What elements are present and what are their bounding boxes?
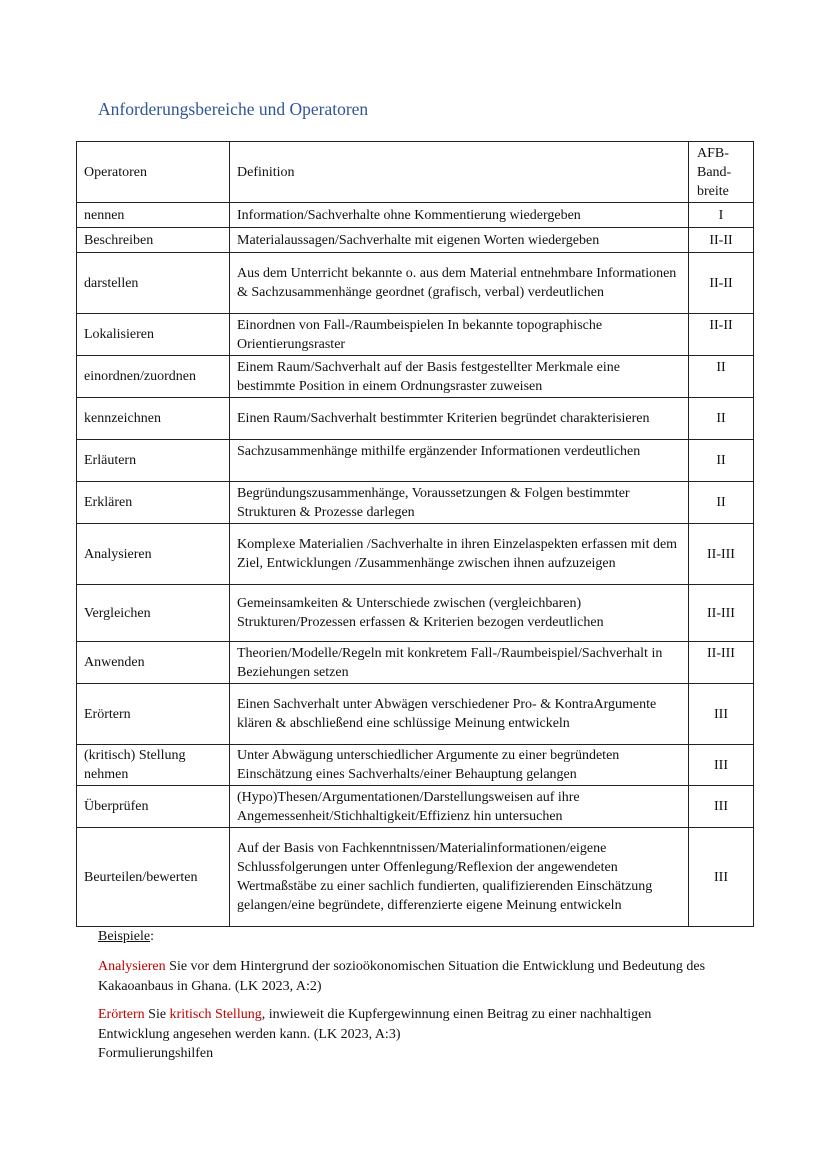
operator-cell: darstellen <box>76 252 230 314</box>
examples-heading-colon: : <box>150 929 154 944</box>
table-row: darstellen Aus dem Unterricht bekannte o.… <box>76 252 754 314</box>
definition-cell: Komplexe Materialien /Sachverhalte in ih… <box>229 523 689 585</box>
operator-cell: Vergleichen <box>76 584 230 642</box>
operator-cell: Analysieren <box>76 523 230 585</box>
definition-cell: Einen Raum/Sachverhalt bestimmter Kriter… <box>229 397 689 440</box>
afb-cell: II-II <box>688 252 754 314</box>
example-2-operator2: kritisch Stellung <box>169 1007 262 1022</box>
header-afb: AFB- Band-breite <box>688 141 754 203</box>
table-row: Beurteilen/bewerten Auf der Basis von Fac… <box>76 827 754 927</box>
operator-cell: nennen <box>76 202 230 228</box>
example-1-text: Sie vor dem Hintergrund der sozioökonomi… <box>98 959 706 994</box>
table-row: nennen Information/Sachverhalte ohne Komm… <box>76 202 754 228</box>
afb-cell: III <box>688 744 754 786</box>
operator-cell: kennzeichnen <box>76 397 230 440</box>
operator-cell: Beurteilen/bewerten <box>76 827 230 927</box>
operator-cell: Beschreiben <box>76 227 230 253</box>
table-row: Erklären Begründungszusammenhänge, Voraus… <box>76 481 754 524</box>
definition-cell: Sachzusammenhänge mithilfe ergänzender I… <box>229 439 689 482</box>
afb-cell: III <box>688 683 754 745</box>
afb-cell: III <box>688 785 754 828</box>
afb-cell: II-III <box>688 523 754 585</box>
afb-cell: II-III <box>688 641 754 684</box>
definition-cell: (Hypo)Thesen/Argumentationen/Darstellung… <box>229 785 689 828</box>
examples-heading-text: Beispiele <box>98 929 151 944</box>
definition-cell: Theorien/Modelle/Regeln mit konkretem Fa… <box>229 641 689 684</box>
definition-cell: Einen Sachverhalt unter Abwägen verschie… <box>229 683 689 745</box>
definition-cell: Gemeinsamkeiten & Unterschiede zwischen … <box>229 584 689 642</box>
definition-cell: Begründungszusammenhänge, Voraussetzunge… <box>229 481 689 524</box>
definition-cell: Einordnen von Fall-/Raumbeispielen In be… <box>229 313 689 356</box>
afb-cell: II-II <box>688 227 754 253</box>
formulierungshilfen: Formulierungshilfen <box>98 1046 214 1061</box>
definition-cell: Auf der Basis von Fachkenntnissen/Materi… <box>229 827 689 927</box>
operator-cell: Anwenden <box>76 641 230 684</box>
table-row: (kritisch) Stellung nehmen Unter Abwägung… <box>76 744 754 786</box>
table-row: Anwenden Theorien/Modelle/Regeln mit konk… <box>76 641 754 684</box>
table-row: Analysieren Komplexe Materialien /Sachver… <box>76 523 754 585</box>
table-row: einordnen/zuordnen Einem Raum/Sachverhalt… <box>76 355 754 398</box>
table-row: Erläutern Sachzusammenhänge mithilfe ergä… <box>76 439 754 482</box>
afb-cell: II <box>688 397 754 440</box>
afb-cell: II <box>688 355 754 398</box>
operator-cell: (kritisch) Stellung nehmen <box>76 744 230 786</box>
example-1: Analysieren Sie vor dem Hintergrund der … <box>98 957 718 996</box>
table-row: kennzeichnen Einen Raum/Sachverhalt besti… <box>76 397 754 440</box>
example-2: Erörtern Sie kritisch Stellung, inwiewei… <box>98 1005 718 1044</box>
afb-cell: II <box>688 481 754 524</box>
operator-cell: einordnen/zuordnen <box>76 355 230 398</box>
page-title: Anforderungsbereiche und Operatoren <box>98 99 369 119</box>
example-1-operator: Analysieren <box>98 959 166 974</box>
operator-cell: Erörtern <box>76 683 230 745</box>
definition-cell: Unter Abwägung unterschiedlicher Argumen… <box>229 744 689 786</box>
afb-cell: I <box>688 202 754 228</box>
table-row: Überprüfen (Hypo)Thesen/Argumentationen/D… <box>76 785 754 828</box>
table-header-row: Operatoren Definition AFB- Band-breite <box>76 141 754 203</box>
afb-cell: III <box>688 827 754 927</box>
example-2-operator: Erörtern <box>98 1007 145 1022</box>
operator-cell: Erläutern <box>76 439 230 482</box>
table-row: Lokalisieren Einordnen von Fall-/Raumbeis… <box>76 313 754 356</box>
operator-cell: Erklären <box>76 481 230 524</box>
definition-cell: Information/Sachverhalte ohne Kommentier… <box>229 202 689 228</box>
table-row: Beschreiben Materialaussagen/Sachverhalte… <box>76 227 754 253</box>
definition-cell: Aus dem Unterricht bekannte o. aus dem M… <box>229 252 689 314</box>
header-operator: Operatoren <box>76 141 230 203</box>
definition-cell: Einem Raum/Sachverhalt auf der Basis fes… <box>229 355 689 398</box>
operators-table: Operatoren Definition AFB- Band-breite ne… <box>76 141 754 927</box>
header-definition: Definition <box>229 141 689 203</box>
table-row: Erörtern Einen Sachverhalt unter Abwägen … <box>76 683 754 745</box>
afb-cell: II-III <box>688 584 754 642</box>
operator-cell: Lokalisieren <box>76 313 230 356</box>
example-2-text: , inwieweit die Kupfergewinnung einen Be… <box>98 1007 652 1042</box>
afb-cell: II-II <box>688 313 754 356</box>
example-2-mid: Sie <box>144 1007 170 1022</box>
afb-cell: II <box>688 439 754 482</box>
operator-cell: Überprüfen <box>76 785 230 828</box>
examples-heading: Beispiele: <box>98 927 718 947</box>
table-row: Vergleichen Gemeinsamkeiten & Unterschied… <box>76 584 754 642</box>
definition-cell: Materialaussagen/Sachverhalte mit eigene… <box>229 227 689 253</box>
